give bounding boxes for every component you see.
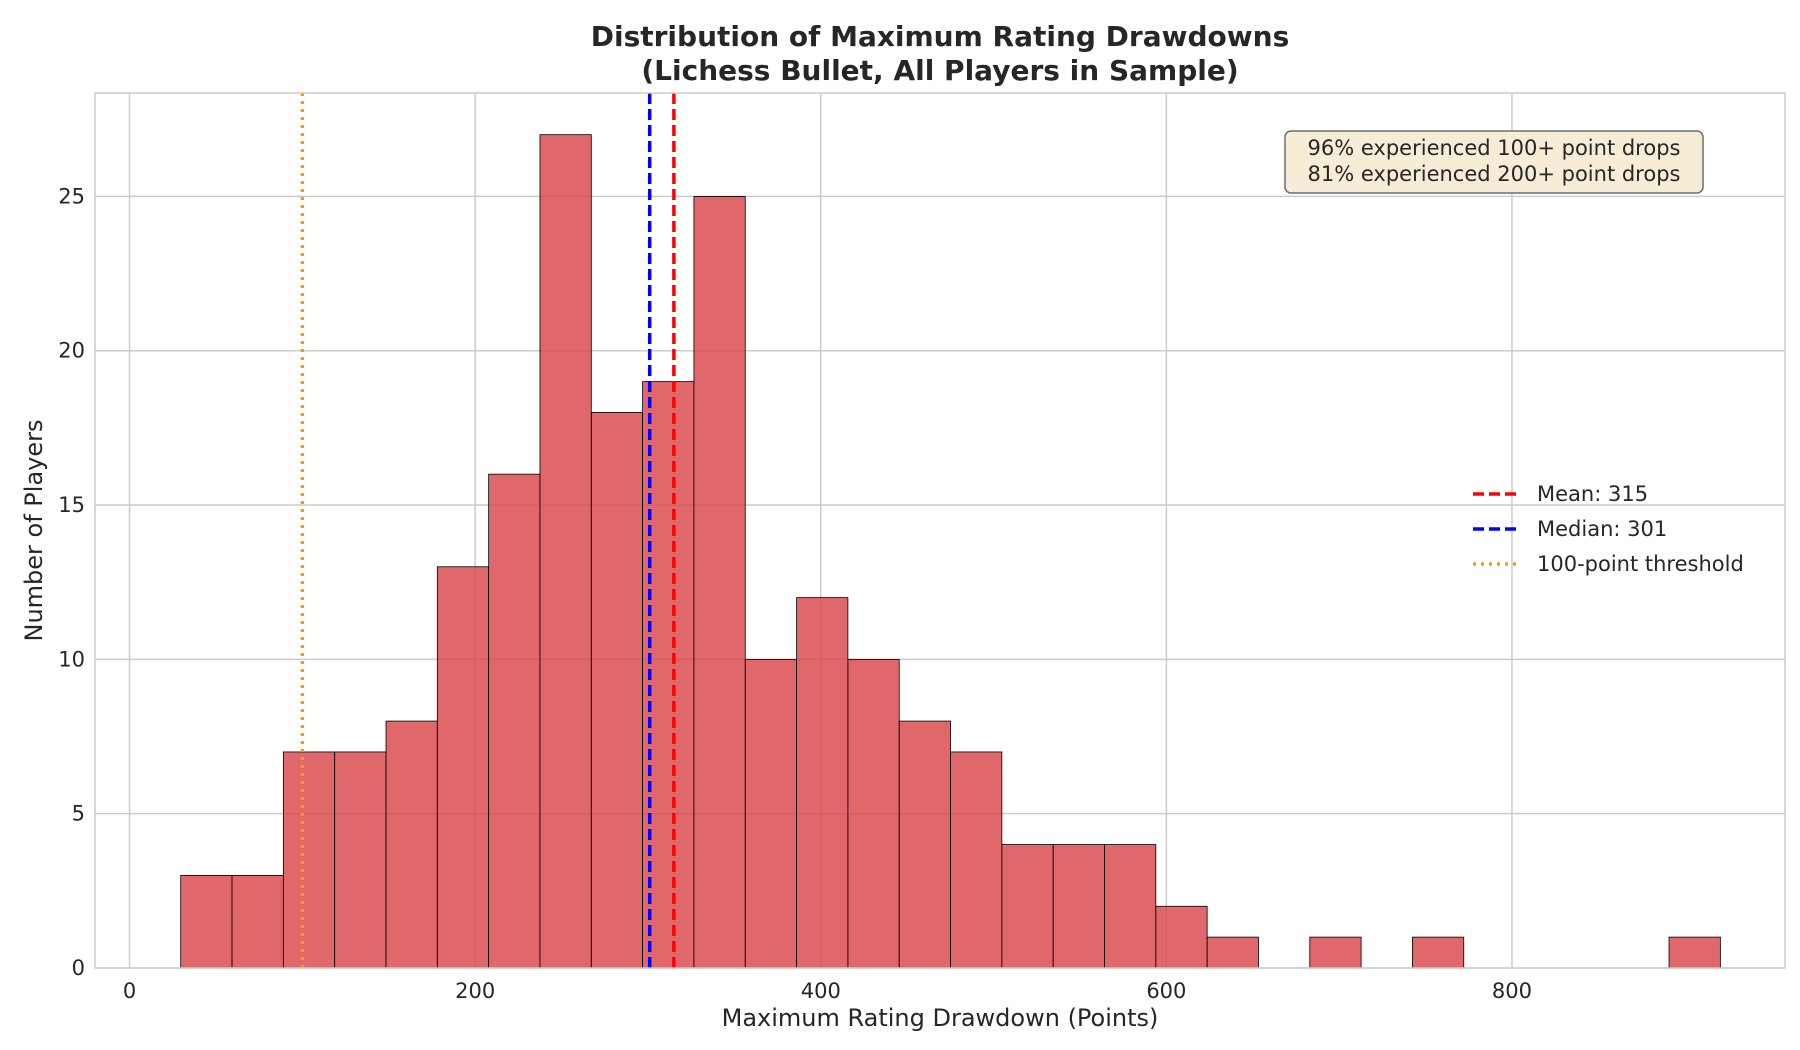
histogram-bar xyxy=(1155,905,1208,969)
histogram-bar xyxy=(898,720,951,969)
histogram-bar xyxy=(1668,936,1721,969)
x-tick-labels: 0 200 400 600 800 xyxy=(123,979,1532,1003)
histogram-bar xyxy=(1052,844,1105,969)
annotation-background xyxy=(1284,130,1704,194)
annotation-line-2: 81% experienced 200+ point drops xyxy=(1308,162,1681,186)
histogram-bar xyxy=(796,597,849,969)
histogram-bar xyxy=(180,875,233,969)
x-tick-label: 200 xyxy=(455,979,495,1003)
legend: Mean: 315 Median: 301 100-point threshold xyxy=(1473,482,1744,576)
grid-lines xyxy=(95,93,1785,969)
histogram-bar xyxy=(744,658,797,969)
legend-label: 100-point threshold xyxy=(1537,552,1744,576)
y-tick-labels: 0 5 10 15 20 25 xyxy=(58,184,85,980)
x-tick-label: 400 xyxy=(801,979,841,1003)
chart-title-line-1: Distribution of Maximum Rating Drawdowns xyxy=(591,20,1290,53)
y-axis-label: Number of Players xyxy=(20,420,48,642)
x-axis-label: Maximum Rating Drawdown (Points) xyxy=(722,1004,1159,1032)
legend-label: Mean: 315 xyxy=(1537,482,1648,506)
y-tick-label: 15 xyxy=(58,493,85,517)
chart-title-line-2: (Lichess Bullet, All Players in Sample) xyxy=(641,54,1238,87)
plot-frame xyxy=(94,92,1786,969)
histogram-bar xyxy=(282,751,336,969)
histogram-bar xyxy=(847,658,900,969)
histogram-bar xyxy=(385,720,438,969)
y-tick-label: 20 xyxy=(58,339,85,363)
histogram-bar xyxy=(1412,936,1465,969)
histogram-bar xyxy=(436,566,490,969)
histogram-bar xyxy=(231,875,284,969)
y-tick-label: 25 xyxy=(58,184,85,208)
annotation-line-1: 96% experienced 100+ point drops xyxy=(1308,136,1681,160)
histogram-bar xyxy=(539,134,592,969)
x-tick-label: 800 xyxy=(1492,979,1532,1003)
legend-label: Median: 301 xyxy=(1537,517,1667,541)
histogram-bar xyxy=(488,473,541,969)
histogram-bars xyxy=(180,134,1721,969)
annotation-box: 96% experienced 100+ point drops 81% exp… xyxy=(1284,130,1704,194)
y-tick-label: 10 xyxy=(58,647,85,671)
y-tick-label: 5 xyxy=(72,802,85,826)
histogram-bar xyxy=(1309,936,1362,969)
histogram-bar xyxy=(693,195,746,969)
histogram-bar xyxy=(1206,936,1259,969)
y-tick-label: 0 xyxy=(72,956,85,980)
histogram-bar xyxy=(950,751,1003,969)
histogram-bar xyxy=(590,412,644,969)
reference-lines xyxy=(300,93,676,968)
x-tick-label: 0 xyxy=(123,979,136,1003)
histogram-bar xyxy=(334,751,387,969)
histogram-bar xyxy=(1104,844,1157,969)
x-tick-label: 600 xyxy=(1146,979,1186,1003)
histogram-bar xyxy=(1001,844,1054,969)
